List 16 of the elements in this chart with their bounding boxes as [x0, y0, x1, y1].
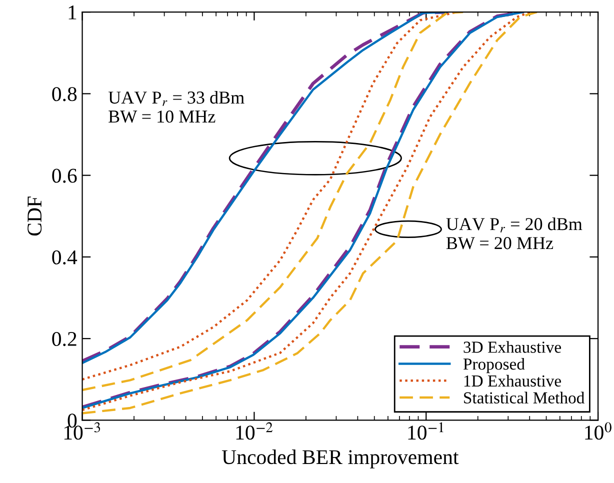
annotation: UAV P$_{r}$ = 20 dBm BW = 20 MHz [446, 218, 582, 250]
x-tick-label: 10$^{0}$ [585, 422, 612, 440]
x-tick-label: 10$^{−1}$ [408, 422, 444, 440]
y-tick-label: 0.6 [52, 168, 77, 183]
legend-label: 3D Exhaustive [464, 341, 561, 353]
legend-label: 1D Exhaustive [464, 374, 561, 387]
y-tick-label: 0.8 [52, 87, 77, 102]
x-axis-title: Uncoded BER improvement [222, 450, 459, 468]
y-tick-label: 0.2 [52, 332, 76, 346]
legend-label: Proposed [463, 358, 525, 374]
annotation: UAV P$_{r}$ = 33 dBm BW = 10 MHz [108, 90, 244, 123]
y-tick-label: 0.4 [52, 250, 78, 264]
y-tick-label: 1 [68, 6, 76, 20]
x-tick-label: 10$^{−2}$ [236, 422, 273, 440]
y-axis-title: CDF [28, 196, 42, 236]
legend-label: Statistical Method [464, 392, 584, 404]
